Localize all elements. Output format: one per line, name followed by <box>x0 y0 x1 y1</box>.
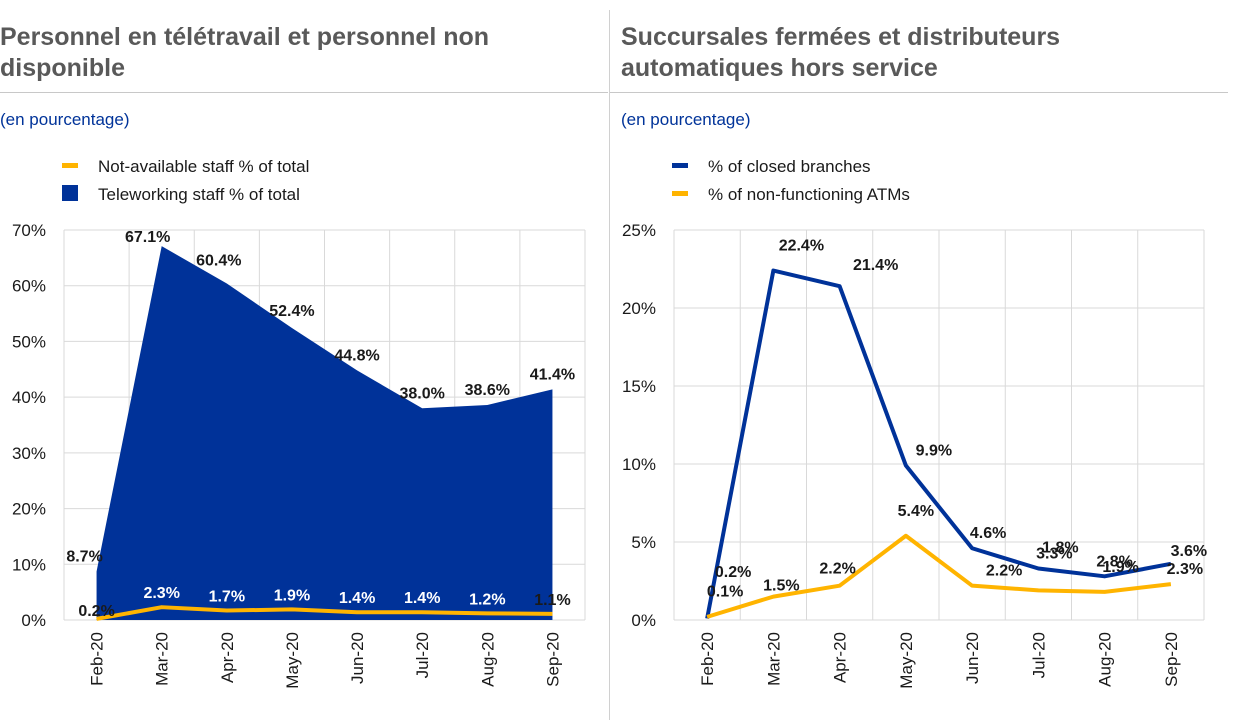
y-tick-label: 70% <box>12 221 46 240</box>
x-tick-label: Jun-20 <box>348 632 367 684</box>
data-label: 1.5% <box>763 578 799 595</box>
legend-swatch <box>62 163 78 168</box>
y-tick-label: 5% <box>631 533 656 552</box>
data-label: 52.4% <box>269 303 314 320</box>
y-tick-label: 60% <box>12 277 46 296</box>
legend-swatch <box>62 185 78 201</box>
chart-title: Succursales fermées et distributeurs aut… <box>621 23 1061 82</box>
data-label: 67.1% <box>125 229 170 246</box>
x-tick-label: May-20 <box>283 632 302 689</box>
y-tick-label: 0% <box>21 611 46 630</box>
data-label: 1.7% <box>209 589 245 606</box>
legend-swatch <box>672 191 688 196</box>
data-label: 1.2% <box>469 591 505 608</box>
x-tick-label: Feb-20 <box>88 632 107 686</box>
y-tick-label: 10% <box>12 555 46 574</box>
legend-label: % of closed branches <box>708 157 871 176</box>
x-tick-label: Jun-20 <box>963 632 982 684</box>
data-label: 1.4% <box>404 590 440 607</box>
data-label: 1.9% <box>274 587 310 604</box>
y-tick-label: 50% <box>12 332 46 351</box>
data-label: 38.6% <box>465 382 510 399</box>
data-label: 2.2% <box>986 563 1022 580</box>
series-line-0 <box>96 605 553 621</box>
data-label: 2.2% <box>819 561 855 578</box>
data-label: 5.4% <box>898 503 934 520</box>
legend-swatch <box>672 163 688 168</box>
y-tick-label: 25% <box>622 221 656 240</box>
data-label: 0.1% <box>707 583 743 600</box>
chart-title: Personnel en télétravail et personnel no… <box>0 23 490 82</box>
y-tick-label: 0% <box>631 611 656 630</box>
data-label: 4.6% <box>970 525 1006 542</box>
data-label: 44.8% <box>334 347 379 364</box>
branches-atms-chart: 0% 5% 10% 15% 20% 25% Feb-20 Mar-20 Apr-20 May-20… <box>622 157 1207 689</box>
legend-label: Not-available staff % of total <box>98 157 309 176</box>
series-line-1 <box>706 533 1172 619</box>
data-label: 21.4% <box>853 257 898 274</box>
data-label: 38.0% <box>400 385 445 402</box>
y-tick-label: 20% <box>12 500 46 519</box>
panel-teleworking: Personnel en télétravail et personnel no… <box>0 0 608 723</box>
data-label: 3.3% <box>1036 546 1072 563</box>
data-label: 1.8% <box>1042 539 1078 556</box>
x-tick-label: Feb-20 <box>698 632 717 686</box>
data-label: 9.9% <box>916 443 952 460</box>
x-tick-label: May-20 <box>897 632 916 689</box>
chart-subtitle: (en pourcentage) <box>621 110 751 129</box>
y-tick-label: 40% <box>12 388 46 407</box>
series-line-0 <box>705 268 1172 619</box>
x-tick-label: Jul-20 <box>413 632 432 678</box>
x-tick-label: Apr-20 <box>831 632 850 683</box>
x-tick-label: Mar-20 <box>153 632 172 686</box>
title-rule <box>0 92 608 93</box>
data-label: 1.1% <box>534 592 570 609</box>
y-tick-label: 20% <box>622 299 656 318</box>
x-tick-label: Sep-20 <box>1162 632 1181 687</box>
data-label: 2.3% <box>143 585 179 602</box>
teleworking-chart: 0% 10% 20% 30% 40% 50% 60% 70% Feb-20 Mar-20 Apr-2… <box>12 157 586 689</box>
x-tick-label: Mar-20 <box>764 632 783 686</box>
data-label: 22.4% <box>779 238 824 255</box>
data-label: 0.2% <box>715 564 751 581</box>
series-area-teleworking <box>96 246 553 620</box>
title-rule <box>610 92 1228 93</box>
data-label: 1.9% <box>1102 559 1138 576</box>
x-tick-label: Apr-20 <box>218 632 237 683</box>
x-tick-label: Aug-20 <box>478 632 497 687</box>
data-label: 2.3% <box>1167 561 1203 578</box>
panel-branches-atms: Succursales fermées et distributeurs aut… <box>610 0 1228 723</box>
legend-label: % of non-functioning ATMs <box>708 185 910 204</box>
y-tick-label: 15% <box>622 377 656 396</box>
data-label: 1.4% <box>339 590 375 607</box>
y-tick-label: 30% <box>12 444 46 463</box>
x-tick-label: Aug-20 <box>1096 632 1115 687</box>
data-label: 41.4% <box>530 366 575 383</box>
data-label: 60.4% <box>196 252 241 269</box>
data-label: 2.8% <box>1096 553 1132 570</box>
x-tick-label: Sep-20 <box>543 632 562 687</box>
x-tick-label: Jul-20 <box>1029 632 1048 678</box>
panel-separator <box>609 10 610 720</box>
data-label: 8.7% <box>66 549 102 566</box>
chart-subtitle: (en pourcentage) <box>0 110 130 129</box>
data-label: 0.2% <box>78 603 114 620</box>
data-label: 3.6% <box>1171 543 1207 560</box>
legend-label: Teleworking staff % of total <box>98 185 300 204</box>
y-tick-label: 10% <box>622 455 656 474</box>
